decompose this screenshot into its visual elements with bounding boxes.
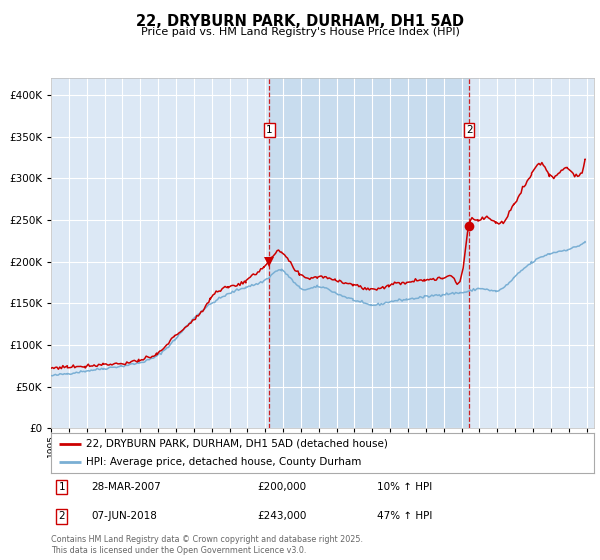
Text: Price paid vs. HM Land Registry's House Price Index (HPI): Price paid vs. HM Land Registry's House … (140, 27, 460, 38)
Text: 28-MAR-2007: 28-MAR-2007 (92, 482, 161, 492)
Text: 47% ↑ HPI: 47% ↑ HPI (377, 511, 432, 521)
Text: HPI: Average price, detached house, County Durham: HPI: Average price, detached house, Coun… (86, 458, 362, 467)
Text: Contains HM Land Registry data © Crown copyright and database right 2025.
This d: Contains HM Land Registry data © Crown c… (51, 535, 363, 555)
Text: £243,000: £243,000 (257, 511, 307, 521)
Text: 22, DRYBURN PARK, DURHAM, DH1 5AD: 22, DRYBURN PARK, DURHAM, DH1 5AD (136, 14, 464, 29)
Text: 1: 1 (266, 125, 273, 135)
Text: £200,000: £200,000 (257, 482, 307, 492)
Bar (269, 78, 469, 428)
Text: 07-JUN-2018: 07-JUN-2018 (92, 511, 158, 521)
Text: 2: 2 (466, 125, 473, 135)
Text: 2: 2 (59, 511, 65, 521)
Text: 10% ↑ HPI: 10% ↑ HPI (377, 482, 432, 492)
Text: 1: 1 (59, 482, 65, 492)
Text: 22, DRYBURN PARK, DURHAM, DH1 5AD (detached house): 22, DRYBURN PARK, DURHAM, DH1 5AD (detac… (86, 439, 388, 449)
